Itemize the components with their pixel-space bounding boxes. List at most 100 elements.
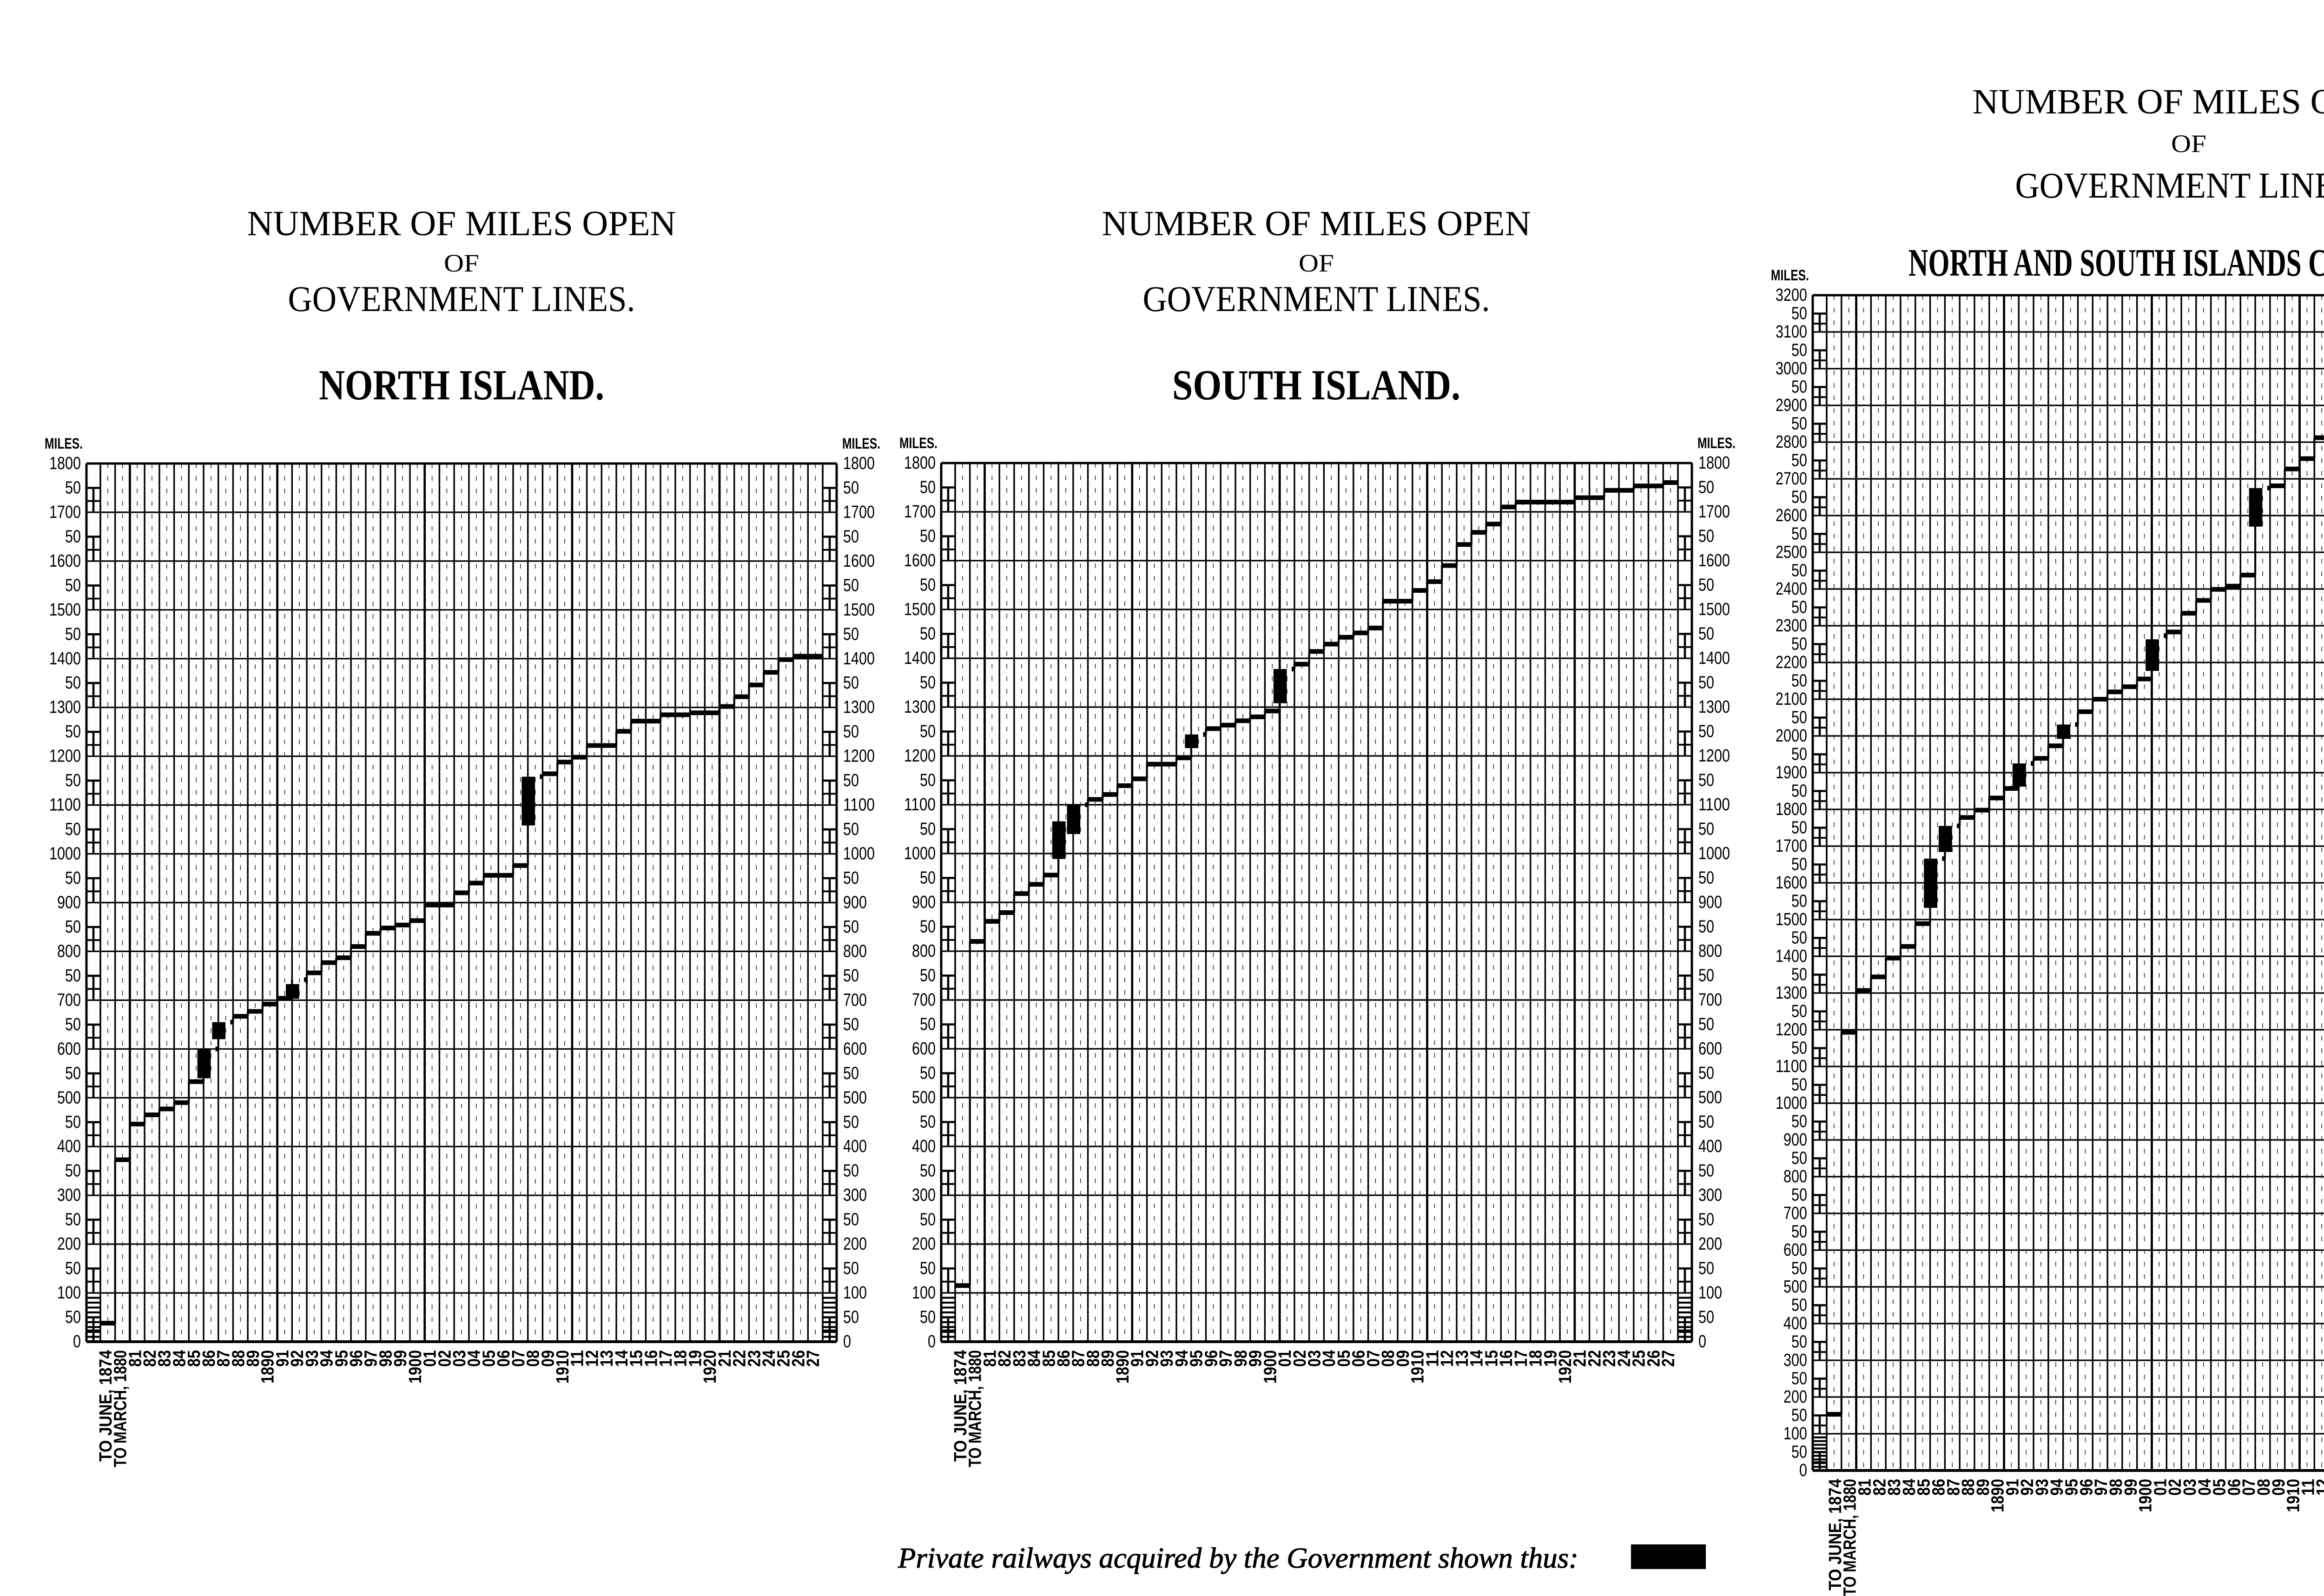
svg-text:04: 04 — [1320, 1350, 1339, 1367]
svg-text:16: 16 — [641, 1350, 661, 1367]
svg-text:1500: 1500 — [843, 600, 875, 620]
svg-text:1100: 1100 — [1698, 795, 1730, 815]
svg-text:17: 17 — [656, 1350, 676, 1367]
svg-text:TO MARCH, 1880: TO MARCH, 1880 — [966, 1350, 985, 1467]
svg-text:MILES.: MILES. — [899, 435, 938, 451]
svg-text:97: 97 — [1216, 1350, 1236, 1367]
svg-text:1920: 1920 — [1556, 1350, 1575, 1384]
svg-text:1900: 1900 — [1776, 763, 1807, 782]
svg-text:02: 02 — [2166, 1479, 2185, 1496]
svg-text:19: 19 — [1541, 1350, 1560, 1367]
svg-text:3100: 3100 — [1776, 322, 1807, 342]
svg-text:88: 88 — [1084, 1350, 1103, 1367]
svg-text:99: 99 — [2121, 1479, 2141, 1496]
svg-text:900: 900 — [912, 893, 936, 912]
svg-text:50: 50 — [1791, 781, 1807, 801]
svg-text:50: 50 — [843, 1161, 859, 1181]
svg-text:88: 88 — [229, 1350, 248, 1367]
svg-text:50: 50 — [65, 917, 81, 937]
svg-text:TO JUNE, 1874: TO JUNE, 1874 — [96, 1350, 116, 1462]
svg-text:50: 50 — [920, 1259, 936, 1278]
svg-text:92: 92 — [1142, 1350, 1162, 1367]
svg-text:800: 800 — [1783, 1167, 1807, 1186]
svg-text:89: 89 — [1974, 1479, 1993, 1496]
svg-text:50: 50 — [843, 1308, 859, 1327]
svg-text:50: 50 — [1698, 917, 1714, 937]
svg-text:94: 94 — [2047, 1479, 2067, 1496]
svg-text:50: 50 — [1791, 1332, 1807, 1352]
svg-text:13: 13 — [1452, 1350, 1472, 1367]
svg-text:11: 11 — [568, 1350, 588, 1367]
svg-text:1800: 1800 — [49, 454, 81, 473]
svg-text:400: 400 — [912, 1137, 936, 1156]
svg-text:85: 85 — [1039, 1350, 1059, 1367]
svg-text:700: 700 — [1783, 1204, 1807, 1223]
svg-text:83: 83 — [1885, 1479, 1904, 1496]
svg-text:GOVERNMENT LINES.: GOVERNMENT LINES. — [2015, 165, 2324, 205]
svg-text:50: 50 — [1791, 1075, 1807, 1095]
svg-text:23: 23 — [1600, 1350, 1619, 1367]
svg-text:50: 50 — [65, 576, 81, 595]
svg-text:50: 50 — [920, 624, 936, 644]
svg-text:50: 50 — [65, 527, 81, 546]
svg-text:50: 50 — [843, 771, 859, 790]
svg-text:18: 18 — [671, 1350, 691, 1367]
svg-text:100: 100 — [912, 1283, 936, 1303]
svg-text:91: 91 — [1128, 1350, 1148, 1367]
svg-text:50: 50 — [1791, 341, 1807, 360]
svg-text:01: 01 — [421, 1350, 440, 1367]
svg-text:92: 92 — [288, 1350, 307, 1367]
svg-text:86: 86 — [1929, 1479, 1949, 1496]
svg-text:NORTH AND SOUTH ISLANDS COMBIN: NORTH AND SOUTH ISLANDS COMBINED. — [1908, 241, 2324, 285]
svg-text:50: 50 — [1791, 708, 1807, 728]
svg-text:50: 50 — [1791, 414, 1807, 434]
svg-text:1700: 1700 — [843, 503, 875, 522]
svg-text:200: 200 — [1698, 1234, 1722, 1254]
svg-text:50: 50 — [1791, 745, 1807, 764]
svg-text:06: 06 — [1349, 1350, 1369, 1367]
svg-text:11: 11 — [1423, 1350, 1442, 1367]
svg-text:1000: 1000 — [843, 844, 875, 864]
svg-text:50: 50 — [843, 673, 859, 693]
svg-text:50: 50 — [843, 868, 859, 888]
svg-text:900: 900 — [57, 893, 81, 913]
svg-text:24: 24 — [1615, 1350, 1634, 1367]
svg-text:700: 700 — [57, 990, 81, 1010]
svg-text:GOVERNMENT LINES.: GOVERNMENT LINES. — [1143, 278, 1490, 319]
svg-text:03: 03 — [450, 1350, 469, 1367]
svg-text:50: 50 — [1791, 1112, 1807, 1132]
svg-text:25: 25 — [1630, 1350, 1649, 1367]
svg-text:18: 18 — [1526, 1350, 1546, 1367]
svg-text:0: 0 — [928, 1332, 936, 1351]
svg-text:27: 27 — [1659, 1350, 1678, 1367]
svg-text:13: 13 — [597, 1350, 617, 1367]
svg-text:07: 07 — [509, 1350, 528, 1367]
svg-text:1000: 1000 — [904, 844, 936, 863]
svg-text:50: 50 — [65, 1161, 81, 1181]
svg-text:50: 50 — [1791, 377, 1807, 397]
svg-text:200: 200 — [912, 1234, 936, 1254]
svg-text:82: 82 — [995, 1350, 1015, 1367]
svg-text:1700: 1700 — [1776, 836, 1807, 856]
svg-text:2800: 2800 — [1776, 432, 1807, 452]
svg-text:1400: 1400 — [1776, 947, 1807, 966]
svg-text:15: 15 — [1482, 1350, 1501, 1367]
svg-text:04: 04 — [465, 1350, 484, 1367]
svg-text:200: 200 — [843, 1234, 867, 1254]
svg-text:0: 0 — [1698, 1332, 1706, 1351]
svg-text:50: 50 — [1791, 1039, 1807, 1058]
svg-text:OF: OF — [2171, 130, 2206, 158]
svg-text:23: 23 — [745, 1350, 764, 1367]
svg-text:1100: 1100 — [1776, 1057, 1807, 1076]
svg-text:99: 99 — [391, 1350, 410, 1367]
svg-text:05: 05 — [2210, 1479, 2230, 1496]
svg-text:07: 07 — [2239, 1479, 2259, 1496]
svg-text:09: 09 — [2269, 1479, 2289, 1496]
svg-text:1800: 1800 — [1698, 453, 1730, 473]
svg-text:1100: 1100 — [904, 795, 936, 815]
svg-text:50: 50 — [1791, 855, 1807, 874]
svg-text:01: 01 — [1275, 1350, 1295, 1367]
svg-text:50: 50 — [1791, 1443, 1807, 1462]
svg-text:2100: 2100 — [1776, 689, 1807, 709]
svg-text:84: 84 — [1900, 1479, 1919, 1496]
